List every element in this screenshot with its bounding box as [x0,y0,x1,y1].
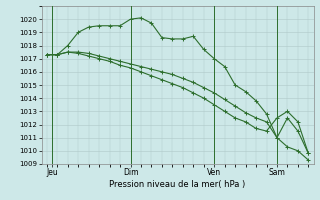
X-axis label: Pression niveau de la mer( hPa ): Pression niveau de la mer( hPa ) [109,180,246,189]
